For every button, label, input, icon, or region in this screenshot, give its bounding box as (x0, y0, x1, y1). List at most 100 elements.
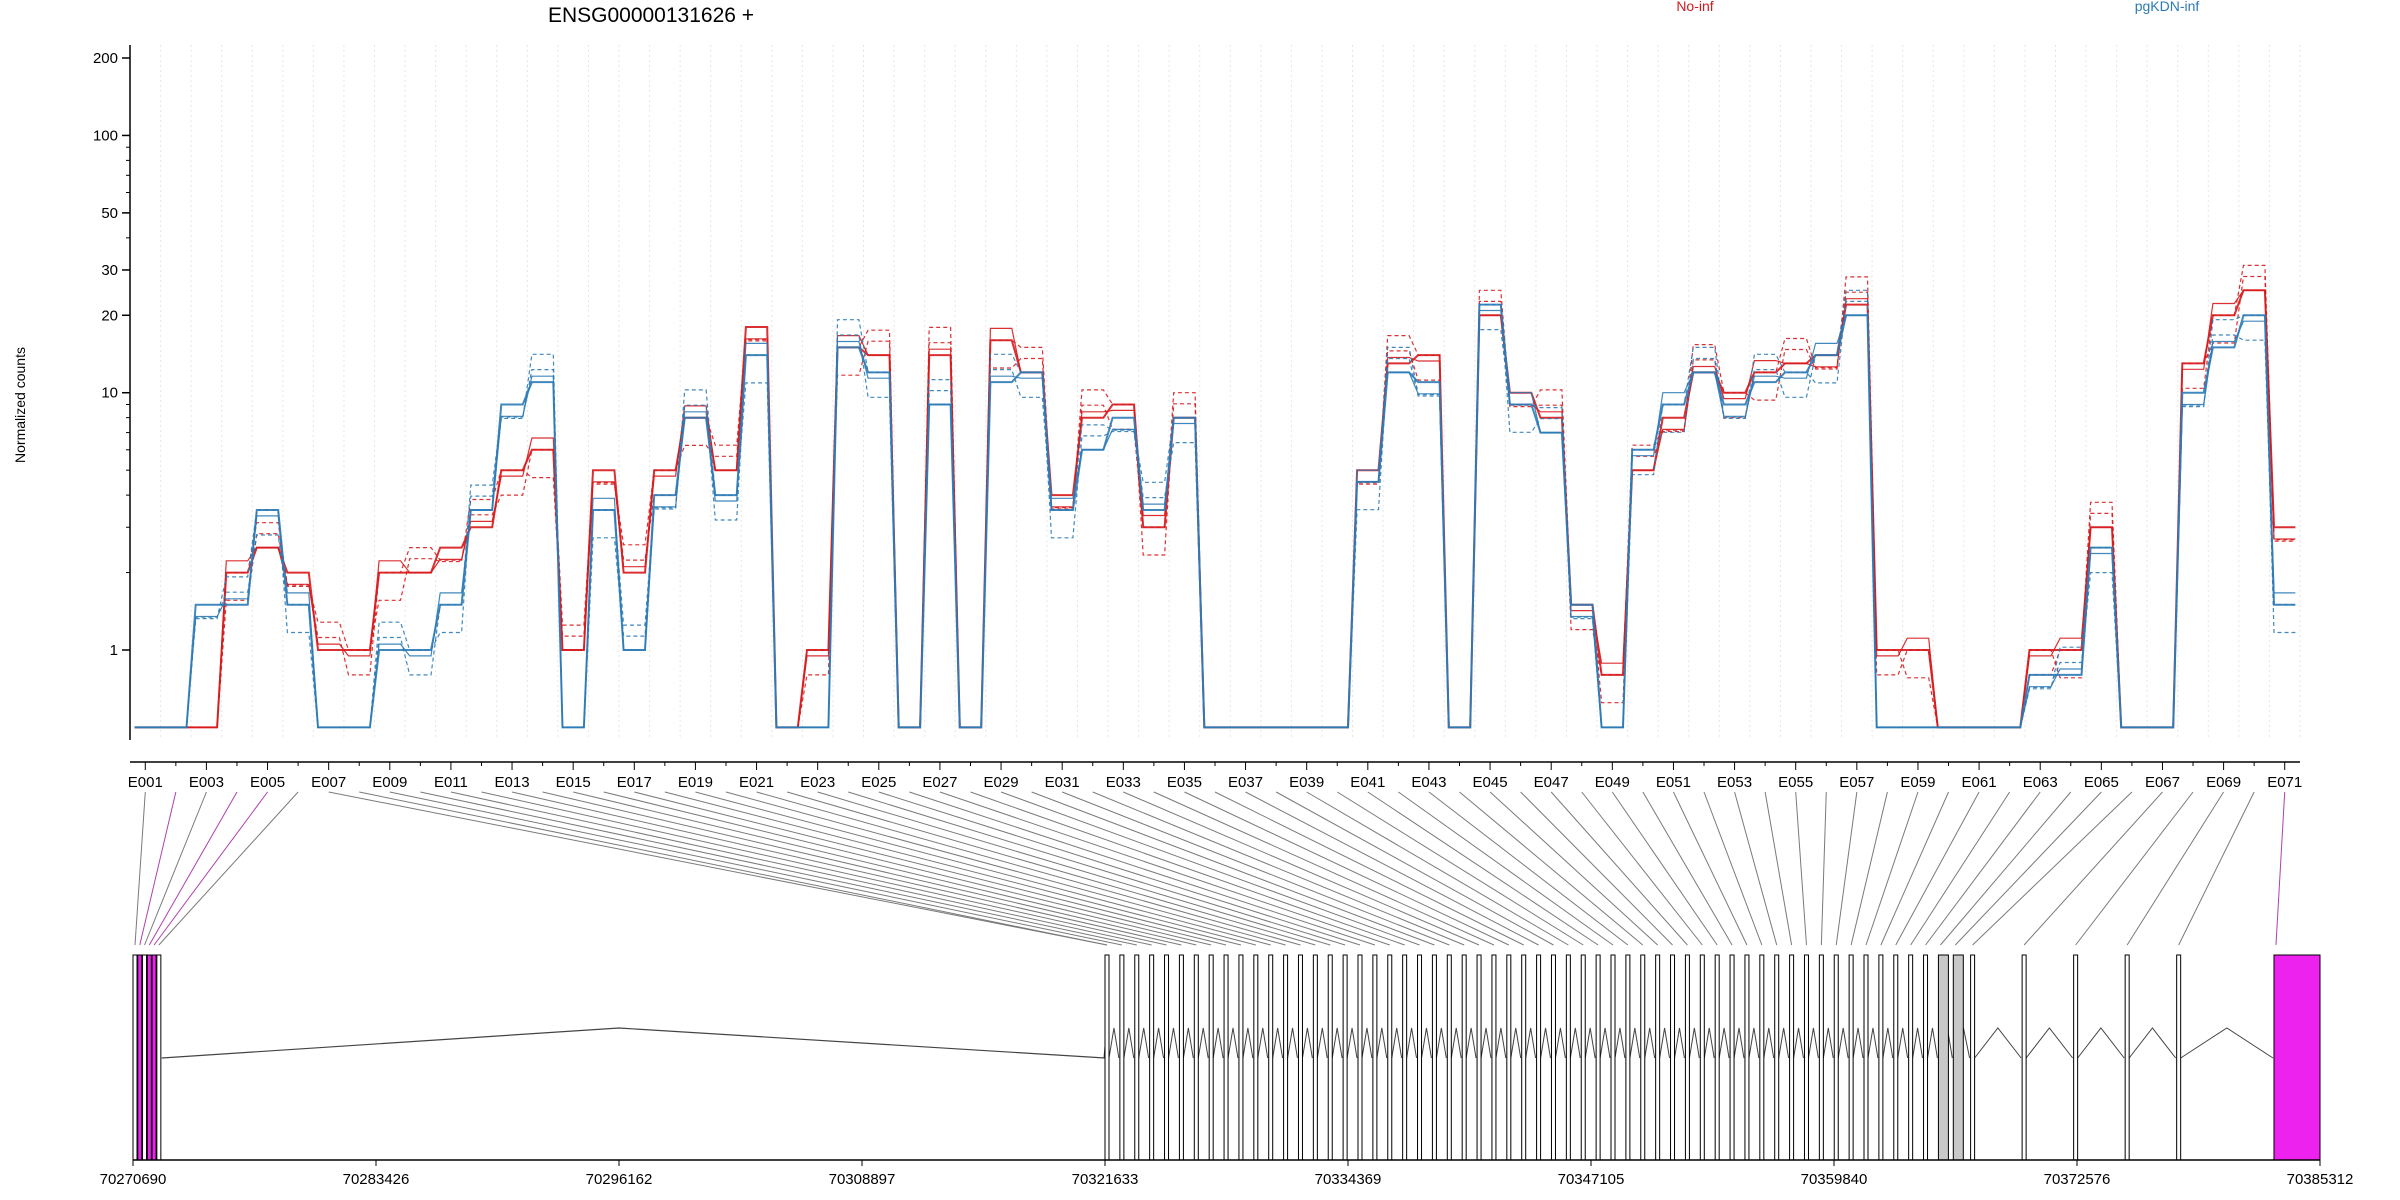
exon-connector (420, 791, 1137, 946)
exon-box (1818, 954, 1824, 1161)
exon-connector (1835, 791, 1858, 946)
exon-connector (1031, 791, 1435, 946)
exon-box (1521, 954, 1527, 1161)
exon-box (1104, 954, 1110, 1161)
exon-box (1223, 954, 1229, 1161)
gene-axis-tick-label: 70308897 (829, 1171, 896, 1188)
intron-line (1837, 1027, 1849, 1059)
x-tick-label: E037 (1228, 774, 1263, 791)
gene-axis-tick-label: 70270690 (100, 1171, 167, 1188)
x-tick-label: E031 (1045, 774, 1080, 791)
exon-box (1431, 954, 1437, 1161)
intron-line (1391, 1027, 1403, 1059)
exon-connector (359, 791, 1108, 946)
intron-line (1510, 1027, 1522, 1059)
exon-connector (878, 791, 1361, 946)
exon-box (1774, 954, 1780, 1161)
exon-connector (1611, 791, 1718, 946)
gene-axis-tick-label: 70347105 (1558, 1171, 1625, 1188)
intron-line (1867, 1027, 1879, 1059)
exon-box (1342, 954, 1348, 1161)
exon-connector (1734, 791, 1778, 946)
exon-box (1970, 954, 1976, 1161)
exon-connector (664, 791, 1256, 946)
intron-line (1480, 1027, 1492, 1059)
x-tick-label: E049 (1595, 774, 1630, 791)
series-no-inf-line (134, 275, 2296, 728)
exon-connector (139, 791, 177, 946)
exon-box (1372, 954, 1378, 1161)
exon-box (1952, 954, 1964, 1161)
exon-connector (1520, 791, 1673, 946)
exon-connector (573, 791, 1212, 946)
exon-connector (1820, 791, 1827, 946)
x-tick-label: E033 (1106, 774, 1141, 791)
exon-connector (1672, 791, 1748, 946)
intron-line (1212, 1027, 1224, 1059)
exon-box (1595, 954, 1601, 1161)
x-tick-label: E001 (128, 774, 163, 791)
exon-connector (1153, 791, 1495, 946)
exon-box (1625, 954, 1631, 1161)
exon-connector (1865, 791, 1919, 946)
intron-line (1748, 1027, 1760, 1059)
exon-connector (1459, 791, 1644, 946)
exon-connector (1367, 791, 1599, 946)
exon-connector (2275, 791, 2286, 946)
gene-axis-tick-label: 70321633 (1072, 1171, 1139, 1188)
exon-box (142, 954, 148, 1161)
intron-line (2180, 1027, 2274, 1059)
exon-box (1119, 954, 1125, 1161)
intron-line (1242, 1027, 1254, 1059)
exon-connector (1642, 791, 1733, 946)
intron-line (1301, 1027, 1313, 1059)
exon-box (1506, 954, 1512, 1161)
gene-axis-tick-label: 70372576 (2044, 1171, 2111, 1188)
exon-connector (511, 791, 1182, 946)
intron-line (1569, 1027, 1581, 1059)
x-tick-label: E057 (1839, 774, 1874, 791)
intron-line (1525, 1027, 1537, 1059)
exon-connector (1398, 791, 1614, 946)
intron-line (1659, 1027, 1671, 1059)
x-tick-label: E021 (739, 774, 774, 791)
exon-box (2273, 954, 2321, 1161)
intron-line (1227, 1027, 1239, 1059)
intron-line (1465, 1027, 1477, 1059)
exon-connector (1306, 791, 1569, 946)
exon-box (1759, 954, 1765, 1161)
intron-line (1272, 1027, 1284, 1059)
intron-line (1882, 1027, 1894, 1059)
exon-connector (1336, 791, 1584, 946)
exon-box (1238, 954, 1244, 1161)
intron-line (1733, 1027, 1745, 1059)
y-tick-label: 200 (93, 50, 118, 67)
exon-box (1164, 954, 1170, 1161)
x-tick-label: E069 (2206, 774, 2241, 791)
exon-connector (1245, 791, 1539, 946)
exon-box (1476, 954, 1482, 1161)
exon-connector (603, 791, 1227, 946)
exon-box (1417, 954, 1423, 1161)
x-tick-label: E017 (617, 774, 652, 791)
intron-line (1763, 1027, 1775, 1059)
exon-box (1178, 954, 1184, 1161)
exon-box (1283, 954, 1289, 1161)
exon-connector (153, 791, 268, 946)
exon-connector (2075, 791, 2194, 946)
intron-line (2025, 1027, 2074, 1059)
exon-connector (1703, 791, 1763, 946)
gene-axis-tick-label: 70385312 (2287, 1171, 2354, 1188)
intron-line (1435, 1027, 1447, 1059)
exon-connector (1795, 791, 1807, 946)
series-pgkdn-inf-line (134, 309, 2296, 728)
exon-box (1461, 954, 1467, 1161)
exon-connector (1489, 791, 1658, 946)
exon-connector (725, 791, 1286, 946)
intron-line (1138, 1027, 1150, 1059)
exon-box (1729, 954, 1735, 1161)
exon-box (1268, 954, 1274, 1161)
exon-box (1684, 954, 1690, 1161)
x-tick-label: E045 (1473, 774, 1508, 791)
